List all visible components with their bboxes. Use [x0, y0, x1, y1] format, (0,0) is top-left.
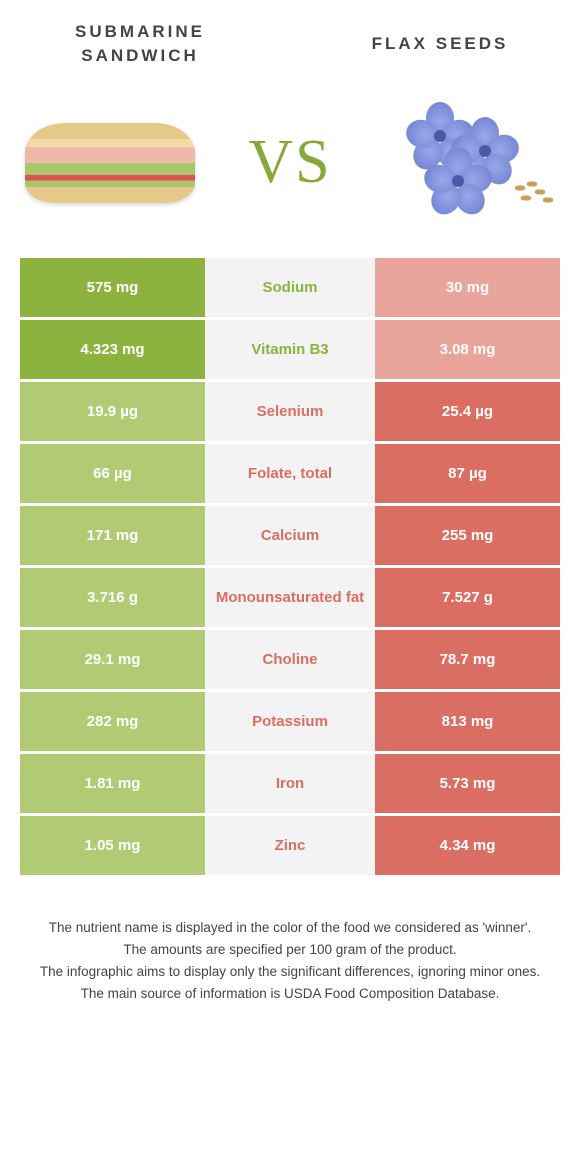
sandwich-icon [25, 123, 195, 203]
left-value: 1.05 mg [20, 816, 205, 875]
right-food-image [380, 108, 560, 218]
header: SUBMARINE SANDWICH FLAX SEEDS [0, 0, 580, 78]
right-value: 87 µg [375, 444, 560, 503]
right-value: 4.34 mg [375, 816, 560, 875]
left-value: 1.81 mg [20, 754, 205, 813]
table-row: 29.1 mgCholine78.7 mg [20, 630, 560, 692]
right-value: 5.73 mg [375, 754, 560, 813]
left-value: 19.9 µg [20, 382, 205, 441]
right-value: 7.527 g [375, 568, 560, 627]
footnote-line: The amounts are specified per 100 gram o… [30, 940, 550, 960]
nutrient-name: Selenium [205, 382, 375, 441]
nutrient-name: Iron [205, 754, 375, 813]
right-food-title: FLAX SEEDS [340, 32, 540, 56]
table-row: 171 mgCalcium255 mg [20, 506, 560, 568]
table-row: 4.323 mgVitamin B33.08 mg [20, 320, 560, 382]
right-value: 78.7 mg [375, 630, 560, 689]
table-row: 575 mgSodium30 mg [20, 258, 560, 320]
footnotes: The nutrient name is displayed in the co… [30, 918, 550, 1005]
footnote-line: The main source of information is USDA F… [30, 984, 550, 1004]
left-value: 575 mg [20, 258, 205, 317]
right-value: 30 mg [375, 258, 560, 317]
right-value: 3.08 mg [375, 320, 560, 379]
images-row: VS [0, 78, 580, 248]
table-row: 282 mgPotassium813 mg [20, 692, 560, 754]
left-value: 171 mg [20, 506, 205, 565]
nutrient-name: Calcium [205, 506, 375, 565]
table-row: 19.9 µgSelenium25.4 µg [20, 382, 560, 444]
left-value: 4.323 mg [20, 320, 205, 379]
left-value: 29.1 mg [20, 630, 205, 689]
nutrient-name: Sodium [205, 258, 375, 317]
table-row: 3.716 gMonounsaturated fat7.527 g [20, 568, 560, 630]
flax-icon [390, 108, 550, 218]
right-value: 255 mg [375, 506, 560, 565]
table-row: 1.81 mgIron5.73 mg [20, 754, 560, 816]
nutrient-name: Folate, total [205, 444, 375, 503]
comparison-table: 575 mgSodium30 mg4.323 mgVitamin B33.08 … [20, 258, 560, 878]
footnote-line: The nutrient name is displayed in the co… [30, 918, 550, 938]
right-value: 813 mg [375, 692, 560, 751]
left-value: 282 mg [20, 692, 205, 751]
nutrient-name: Choline [205, 630, 375, 689]
table-row: 66 µgFolate, total87 µg [20, 444, 560, 506]
footnote-line: The infographic aims to display only the… [30, 962, 550, 982]
left-food-image [20, 108, 200, 218]
left-food-title: SUBMARINE SANDWICH [40, 20, 240, 68]
vs-label: VS [248, 127, 331, 198]
right-value: 25.4 µg [375, 382, 560, 441]
left-value: 66 µg [20, 444, 205, 503]
nutrient-name: Vitamin B3 [205, 320, 375, 379]
left-value: 3.716 g [20, 568, 205, 627]
nutrient-name: Potassium [205, 692, 375, 751]
table-row: 1.05 mgZinc4.34 mg [20, 816, 560, 878]
nutrient-name: Monounsaturated fat [205, 568, 375, 627]
nutrient-name: Zinc [205, 816, 375, 875]
